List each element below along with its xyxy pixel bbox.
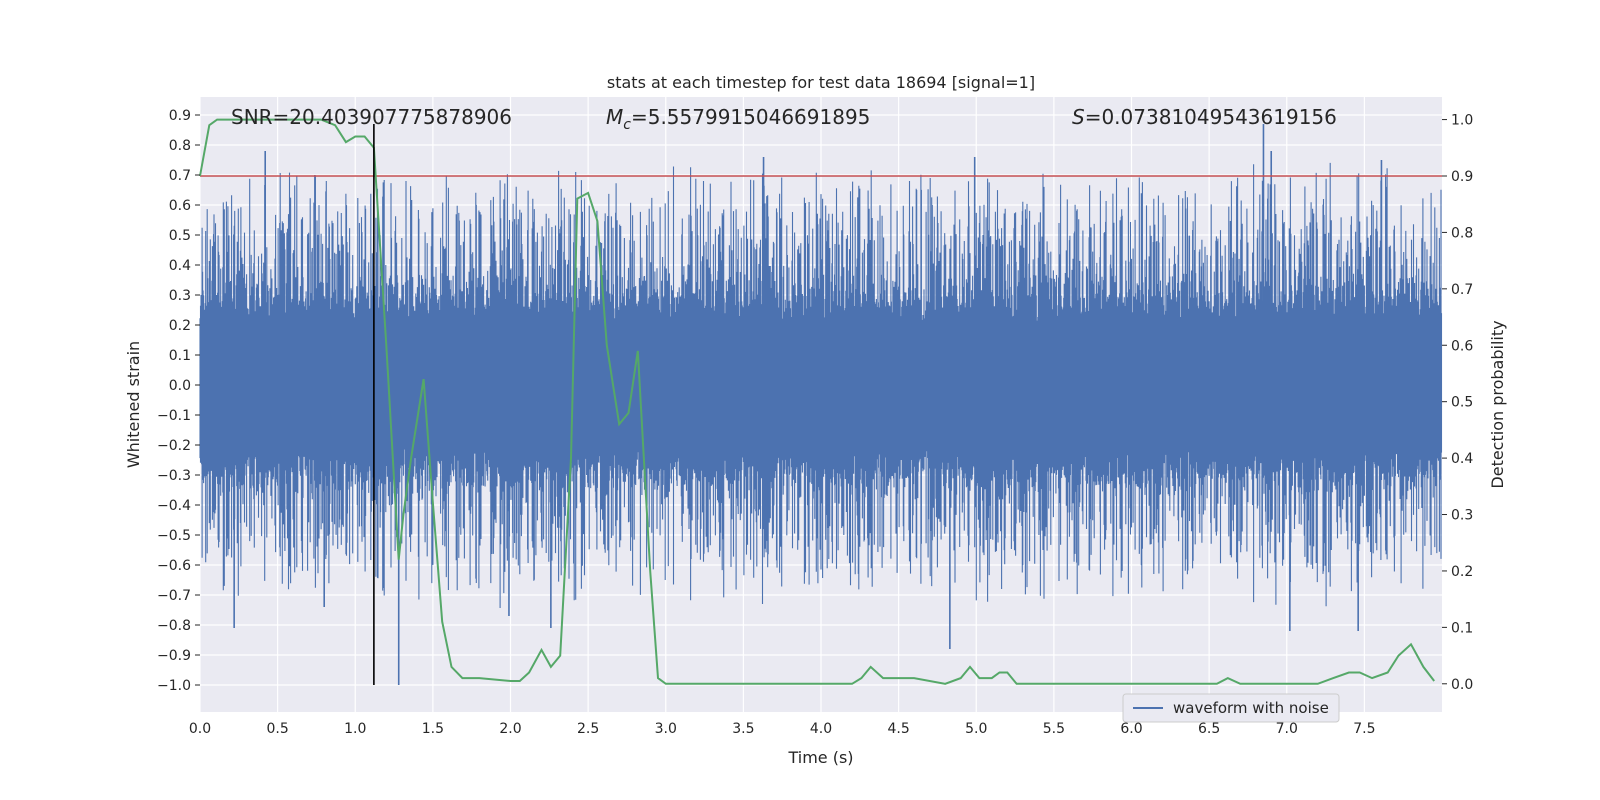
waveform-series bbox=[199, 124, 1443, 685]
y-left-tick-label: 0.3 bbox=[169, 288, 191, 304]
legend-box bbox=[1122, 693, 1340, 723]
y-left-tick-label: 0.2 bbox=[169, 318, 191, 334]
y-left-tick-label: −0.4 bbox=[157, 498, 191, 514]
s-value: =0.07381049543619156 bbox=[1085, 105, 1337, 129]
x-tick-label: 2.5 bbox=[577, 721, 599, 737]
x-tick-label: 3.5 bbox=[732, 721, 754, 737]
y-right-tick-label: 0.6 bbox=[1451, 338, 1473, 354]
y-right-tick-label: 0.3 bbox=[1451, 508, 1473, 524]
y-right-tick-label: 0.8 bbox=[1451, 225, 1473, 241]
x-tick-label: 5.5 bbox=[1043, 721, 1065, 737]
y-left-axis-ticks: 0.9 0.8 0.7 0.6 0.5 0.4 0.3 0.2 0.1 0.0 −0.1 −0.2 −0… bbox=[157, 108, 200, 694]
legend: waveform with noise bbox=[1122, 693, 1340, 723]
mc-value: =5.5579915046691895 bbox=[631, 105, 870, 129]
y-left-tick-label: −0.9 bbox=[157, 648, 191, 664]
y-left-axis-label: Whitened strain bbox=[124, 341, 143, 468]
chart-title: stats at each timestep for test data 186… bbox=[607, 73, 1035, 92]
chirp-mass-annotation: Mc=5.5579915046691895 bbox=[606, 105, 870, 133]
x-tick-label: 7.5 bbox=[1353, 721, 1375, 737]
y-right-tick-label: 0.9 bbox=[1451, 169, 1473, 185]
x-tick-label: 7.0 bbox=[1276, 721, 1298, 737]
y-right-tick-label: 0.5 bbox=[1451, 395, 1473, 411]
x-tick-label: 1.0 bbox=[344, 721, 366, 737]
y-left-tick-label: 0.9 bbox=[169, 108, 191, 124]
x-tick-label: 0.5 bbox=[266, 721, 288, 737]
x-tick-label: 4.0 bbox=[810, 721, 832, 737]
snr-annotation: SNR=20.403907775878906 bbox=[231, 105, 512, 129]
y-left-tick-label: 0.6 bbox=[169, 198, 191, 214]
y-left-tick-label: 0.1 bbox=[169, 348, 191, 364]
x-tick-label: 0.0 bbox=[189, 721, 211, 737]
y-left-tick-label: 0.8 bbox=[169, 138, 191, 154]
x-tick-label: 3.0 bbox=[655, 721, 677, 737]
detection-probability-line bbox=[199, 118, 1435, 685]
mc-subscript: c bbox=[623, 117, 631, 133]
y-left-tick-label: −0.1 bbox=[157, 408, 191, 424]
y-right-axis-ticks: 1.0 0.9 0.8 0.7 0.6 0.5 0.4 0.3 0.2 0.1 0.0 bbox=[1442, 113, 1473, 693]
x-tick-label: 5.0 bbox=[965, 721, 987, 737]
s-symbol: S bbox=[1072, 105, 1085, 129]
x-tick-label: 2.0 bbox=[499, 721, 521, 737]
y-left-tick-label: 0.5 bbox=[169, 228, 191, 244]
y-left-tick-label: −0.2 bbox=[157, 438, 191, 454]
y-right-tick-label: 0.0 bbox=[1451, 677, 1473, 693]
waveform-body bbox=[199, 162, 1443, 608]
x-axis-ticks: 0.0 0.5 1.0 1.5 2.0 2.5 3.0 3.5 4.0 4.5 5.0 5.5 6.0 6… bbox=[189, 721, 1376, 737]
x-tick-label: 6.0 bbox=[1120, 721, 1142, 737]
y-left-tick-label: 0.7 bbox=[169, 168, 191, 184]
y-left-tick-label: 0.0 bbox=[169, 378, 191, 394]
y-left-tick-label: −1.0 bbox=[157, 678, 191, 694]
y-right-tick-label: 0.1 bbox=[1451, 620, 1473, 636]
mc-symbol: M bbox=[606, 105, 623, 129]
y-left-tick-label: −0.8 bbox=[157, 618, 191, 634]
x-axis-label: Time (s) bbox=[787, 748, 853, 767]
y-left-tick-label: −0.7 bbox=[157, 588, 191, 604]
y-right-tick-label: 0.4 bbox=[1451, 451, 1473, 467]
y-right-tick-label: 0.2 bbox=[1451, 564, 1473, 580]
y-left-tick-label: 0.4 bbox=[169, 258, 191, 274]
y-left-tick-label: −0.6 bbox=[157, 558, 191, 574]
y-left-tick-label: −0.5 bbox=[157, 528, 191, 544]
x-tick-label: 6.5 bbox=[1198, 721, 1220, 737]
y-right-tick-label: 1.0 bbox=[1451, 113, 1473, 129]
y-right-tick-label: 0.7 bbox=[1451, 282, 1473, 298]
x-tick-label: 4.5 bbox=[887, 721, 909, 737]
x-tick-label: 1.5 bbox=[422, 721, 444, 737]
y-left-tick-label: −0.3 bbox=[157, 468, 191, 484]
y-right-axis-label: Detection probability bbox=[1488, 320, 1507, 488]
s-annotation: S=0.07381049543619156 bbox=[1072, 105, 1337, 129]
legend-label: waveform with noise bbox=[1173, 699, 1329, 717]
